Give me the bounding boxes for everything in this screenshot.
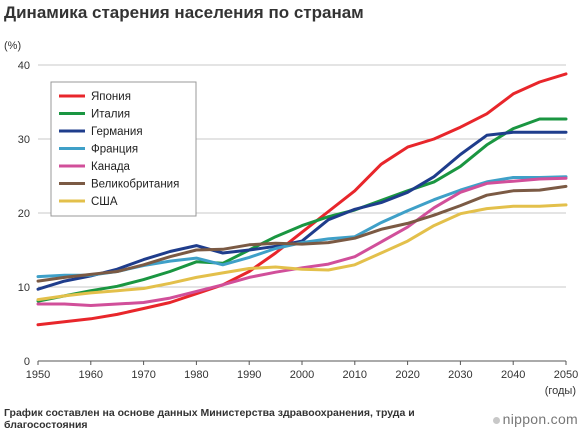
legend-label: США (91, 196, 118, 208)
series-line (36, 203, 568, 302)
y-tick-label: 20 (18, 208, 30, 220)
x-axis-label: (годы) (544, 385, 576, 397)
x-tick-label: 2010 (343, 369, 367, 381)
brand-name: nippon.com (502, 411, 578, 427)
series-lines (36, 72, 568, 327)
x-tick-label: 1990 (237, 369, 261, 381)
x-tick-label: 2020 (395, 369, 419, 381)
legend-label: Германия (91, 126, 143, 138)
brand-logo: nippon.com (492, 411, 578, 427)
legend-label: Канада (91, 161, 131, 173)
legend: Япония Италия Германия Франция Канада Великоб… (50, 81, 197, 217)
series-line (36, 184, 568, 283)
x-tick-label: 2030 (448, 369, 472, 381)
x-tick-label: 2050 (554, 369, 578, 381)
source-note: График составлен на основе данных Минист… (4, 407, 415, 431)
y-tick-label: 0 (24, 356, 30, 368)
x-tick-label: 2000 (290, 369, 314, 381)
legend-label: Франция (91, 144, 138, 156)
y-tick-label: 40 (18, 60, 30, 72)
page-title: Динамика старения населения по странам (4, 3, 364, 22)
y-axis-label: (%) (4, 40, 22, 52)
x-tick-label: 1950 (26, 369, 50, 381)
y-tick-label: 10 (18, 282, 30, 294)
legend-label: Италия (91, 109, 130, 121)
series-line (36, 72, 568, 327)
legend-label: Япония (91, 91, 131, 103)
x-tick-label: 1970 (131, 369, 155, 381)
brand-dot-icon (492, 416, 500, 424)
x-tick-label: 1960 (79, 369, 103, 381)
x-tick-label: 1980 (184, 369, 208, 381)
legend-label: Великобритания (91, 179, 179, 191)
x-tick-label: 2040 (501, 369, 525, 381)
y-tick-label: 30 (18, 134, 30, 146)
series-line (36, 117, 568, 303)
